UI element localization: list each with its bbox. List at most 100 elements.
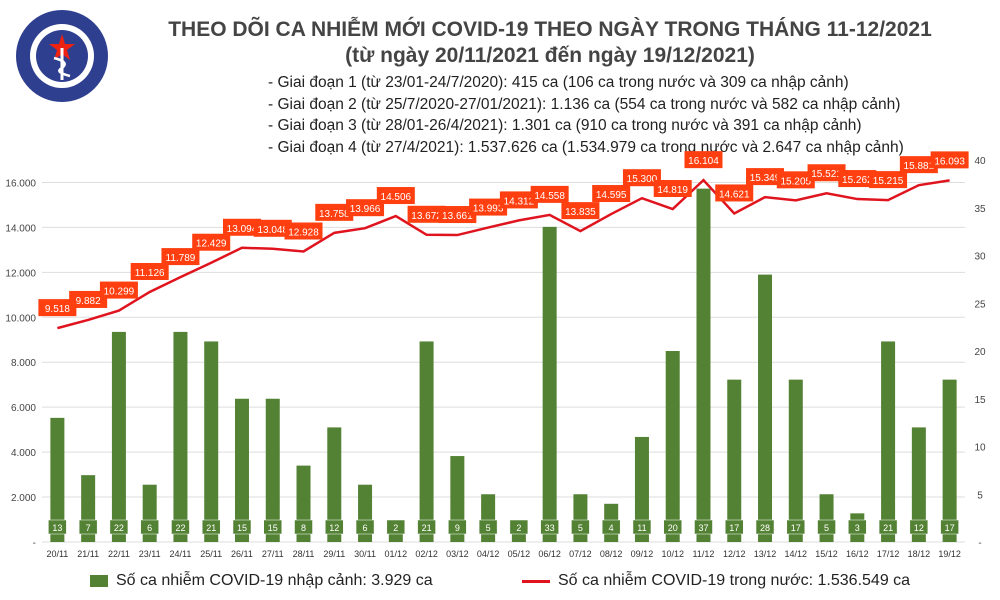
- x-tick-label: 02/12: [415, 549, 438, 559]
- bar-label-bg: [694, 519, 713, 535]
- line-label-bg: [130, 262, 169, 280]
- x-tick-label: 13/12: [754, 549, 777, 559]
- x-tick-label: 22/11: [108, 549, 130, 559]
- line-label: 14.595: [596, 190, 627, 201]
- left-axis-tick: 16.000: [5, 178, 36, 189]
- bar: [881, 341, 896, 542]
- right-axis-tick: -: [978, 538, 981, 549]
- bar-label-bg: [478, 519, 498, 535]
- ministry-of-health-logo: [16, 10, 108, 102]
- phase-note: - Giai đoạn 3 (từ 28/01-26/4/2021): 1.30…: [268, 117, 862, 134]
- x-tick-label: 08/12: [600, 549, 623, 559]
- line-label-bg: [161, 248, 200, 266]
- line-label: 15.881: [904, 161, 935, 172]
- line-label-bg: [776, 171, 815, 189]
- line-label-bg: [192, 233, 231, 251]
- line-label-bg: [69, 290, 108, 308]
- x-tick-label: 28/11: [293, 549, 315, 559]
- line-label-bg: [869, 171, 908, 189]
- bar: [696, 188, 711, 542]
- bar-label: 11: [637, 523, 646, 533]
- right-axis-tick: 30: [974, 252, 986, 263]
- bar: [573, 494, 588, 542]
- phase-notes: - Giai đoạn 1 (từ 23/01-24/7/2020): 415 …: [268, 72, 904, 158]
- bar-label-bg: [171, 519, 190, 535]
- x-tick-label: 10/12: [661, 549, 684, 559]
- line-label-bg: [284, 222, 323, 240]
- line-label-bg: [499, 191, 538, 209]
- line-label: 13.048: [257, 225, 288, 236]
- right-axis-tick: 10: [974, 443, 986, 454]
- bar-label: 6: [147, 523, 152, 533]
- bar: [542, 226, 557, 542]
- right-axis-tick: 35: [974, 204, 986, 215]
- legend-line-label: Số ca nhiễm COVID-19 trong nước: 1.536.5…: [558, 572, 911, 589]
- bar-label: 21: [883, 523, 893, 533]
- bar-label-bg: [725, 519, 744, 535]
- bar-label: 13: [52, 523, 62, 533]
- bar-label: 12: [914, 523, 924, 533]
- line-label-bg: [346, 199, 385, 217]
- left-axis-tick: -: [33, 538, 36, 549]
- line-label-bg: [715, 184, 754, 202]
- bar-label-bg: [509, 519, 529, 535]
- bar-label-bg: [571, 519, 590, 535]
- bar-label: 3: [855, 523, 860, 533]
- legend-line-swatch: [522, 579, 550, 583]
- line-label-bg: [438, 206, 477, 224]
- line-label-bg: [807, 164, 846, 182]
- bar-label-bg: [632, 519, 652, 535]
- bar-label: 22: [114, 523, 124, 533]
- legend-bar-label: Số ca nhiễm COVID-19 nhập cảnh: 3.929 ca: [116, 572, 433, 589]
- bar: [50, 417, 65, 542]
- left-axis-tick: 12.000: [5, 268, 36, 279]
- line-label-bg: [376, 187, 415, 205]
- bar-label-bg: [140, 519, 159, 535]
- bar-label-bg: [940, 519, 959, 535]
- line-label: 14.819: [657, 185, 688, 196]
- line-label: 14.506: [381, 192, 412, 203]
- right-axis-tick: 40: [974, 156, 986, 167]
- bar-label: 5: [824, 523, 829, 533]
- bar-label-bg: [78, 519, 98, 535]
- line-series: [57, 178, 950, 330]
- x-tick-label: 25/11: [200, 549, 222, 559]
- bar-label: 5: [578, 523, 583, 533]
- line-label: 12.429: [196, 239, 227, 250]
- x-tick-label: 12/12: [723, 549, 746, 559]
- x-tick-label: 14/12: [785, 549, 808, 559]
- line-label: 13.661: [442, 211, 473, 222]
- bar: [665, 351, 680, 542]
- left-axis-tick: 10.000: [5, 313, 36, 324]
- x-tick-label: 11/12: [693, 549, 715, 559]
- bar-label: 33: [545, 523, 555, 533]
- bar: [234, 398, 249, 542]
- line-label: 13.835: [565, 207, 596, 218]
- right-axis-tick: 25: [974, 299, 986, 310]
- line-label: 15.349: [750, 173, 781, 184]
- line-label: 13.758: [319, 209, 350, 220]
- x-tick-label: 20/11: [46, 549, 68, 559]
- bar-label: 9: [455, 523, 460, 533]
- bar-label: 22: [175, 523, 185, 533]
- bar-label: 21: [206, 523, 216, 533]
- right-axis-tick: 15: [974, 395, 986, 406]
- line-label: 15.215: [873, 176, 904, 187]
- left-axis-tick: 2.000: [11, 493, 36, 504]
- right-axis-tick: 20: [974, 347, 986, 358]
- line-label-bg: [38, 299, 77, 317]
- bar: [634, 436, 649, 542]
- line-label: 13.094: [227, 224, 258, 235]
- bar-label-bg: [448, 519, 467, 535]
- bar: [111, 331, 126, 542]
- line-label-bg: [930, 151, 969, 169]
- bar-label: 21: [422, 523, 432, 533]
- line-label: 11.126: [135, 268, 165, 279]
- x-tick-label: 05/12: [508, 549, 531, 559]
- line-label: 15.205: [780, 176, 811, 187]
- line-label: 9.518: [45, 304, 70, 315]
- bar-label: 15: [268, 523, 278, 533]
- right-axis-tick: 5: [977, 490, 983, 501]
- bar: [327, 427, 342, 542]
